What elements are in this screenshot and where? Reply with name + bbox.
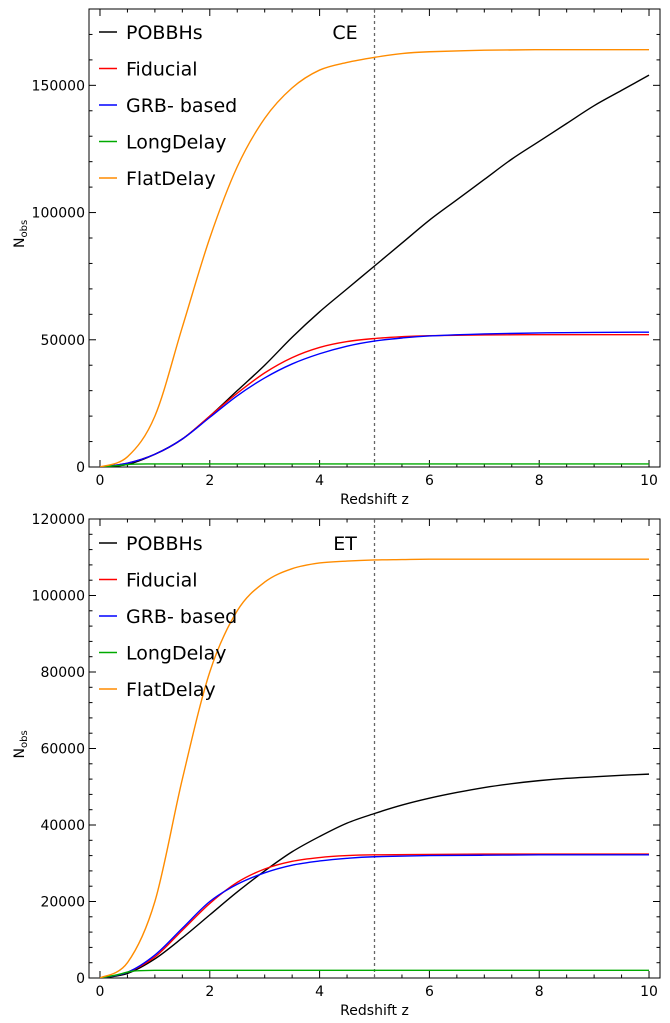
x-axis-title: Redshift z <box>340 492 409 508</box>
legend-label: GRB- based <box>126 95 237 117</box>
y-tick-label: 60000 <box>40 742 85 758</box>
y-axis-title: Nobs <box>12 220 30 248</box>
x-tick-label: 8 <box>535 984 544 1000</box>
series-line-pobbhs <box>99 773 650 978</box>
y-tick-label: 0 <box>76 971 85 987</box>
x-tick-label: 2 <box>205 984 214 1000</box>
panel-title: CE <box>332 22 357 44</box>
legend-label: POBBHs <box>126 533 203 555</box>
legend-label: GRB- based <box>126 606 237 628</box>
x-tick-label: 4 <box>315 473 324 489</box>
panel-title: ET <box>333 533 357 555</box>
x-tick-label: 6 <box>425 984 434 1000</box>
x-tick-label: 0 <box>96 473 105 489</box>
legend-label: LongDelay <box>126 643 226 665</box>
series-line-flatdelay <box>99 558 650 978</box>
x-tick-label: 2 <box>205 473 214 489</box>
y-tick-label: 50000 <box>40 333 85 349</box>
x-tick-label: 4 <box>315 984 324 1000</box>
series-line-grb-based <box>99 854 650 978</box>
y-tick-label: 120000 <box>32 512 85 528</box>
x-tick-label: 0 <box>96 984 105 1000</box>
y-tick-label: 0 <box>76 460 85 476</box>
series-line-fiducial <box>99 853 650 978</box>
y-tick-label: 100000 <box>32 589 85 605</box>
series-line-longdelay <box>99 969 650 978</box>
legend-label: Fiducial <box>126 59 198 81</box>
y-tick-label: 150000 <box>32 78 85 94</box>
legend-label: Fiducial <box>126 570 198 592</box>
y-axis-title: Nobs <box>12 730 30 758</box>
series-line-longdelay <box>99 463 650 467</box>
x-tick-label: 6 <box>425 473 434 489</box>
x-tick-label: 10 <box>640 984 658 1000</box>
chart-panel-et: 0 2 4 6 8 10 0 20000 40000 60000 80000 100000 120000… <box>12 512 661 1019</box>
legend-label: FlatDelay <box>126 679 216 701</box>
y-tick-label: 100000 <box>32 206 85 222</box>
series-line-flatdelay <box>99 48 650 467</box>
chart-panel-ce: 0 2 4 6 8 10 0 50000 100000 150000 Redshift z Nobs P… <box>12 8 661 508</box>
x-tick-label: 8 <box>535 473 544 489</box>
x-axis-title: Redshift z <box>340 1003 409 1019</box>
legend-label: LongDelay <box>126 132 226 154</box>
legend-label: POBBHs <box>126 22 203 44</box>
series-line-grb-based <box>99 331 650 467</box>
y-tick-label: 80000 <box>40 665 85 681</box>
y-tick-label: 40000 <box>40 818 85 834</box>
x-tick-label: 10 <box>640 473 658 489</box>
y-tick-label: 20000 <box>40 895 85 911</box>
legend-label: FlatDelay <box>126 168 216 190</box>
